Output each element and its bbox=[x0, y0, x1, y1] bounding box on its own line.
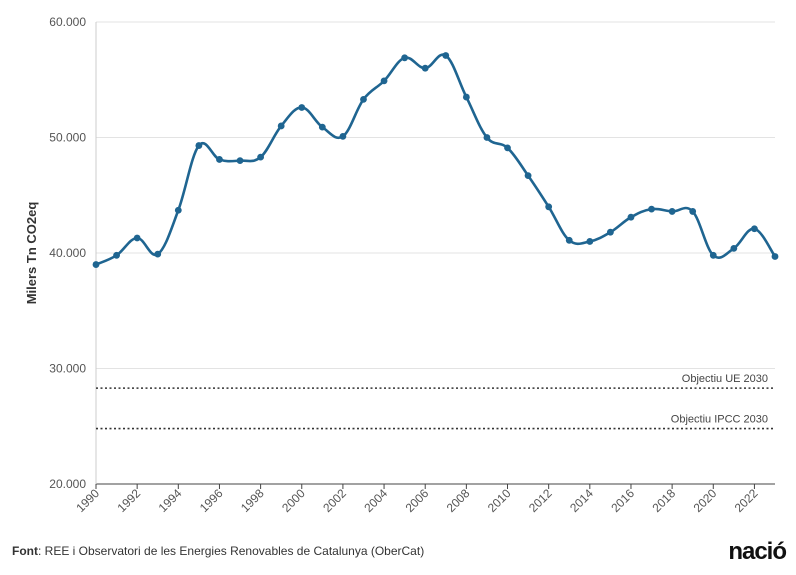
data-point bbox=[236, 157, 244, 165]
source-label: Font bbox=[12, 544, 38, 558]
data-point bbox=[277, 122, 285, 130]
x-tick-label: 2010 bbox=[485, 486, 514, 515]
x-tick-label: 2004 bbox=[361, 486, 390, 515]
grid-lines bbox=[96, 21, 775, 369]
data-point bbox=[730, 244, 738, 252]
x-tick-label: 1996 bbox=[197, 486, 226, 515]
x-tick-label: 2002 bbox=[320, 486, 349, 515]
y-tick-label: 30.000 bbox=[49, 362, 86, 376]
data-point bbox=[709, 251, 717, 259]
data-point bbox=[360, 95, 367, 103]
x-tick-label: 2022 bbox=[732, 486, 761, 515]
x-tick-label: 2012 bbox=[526, 486, 555, 515]
x-tick-label: 1992 bbox=[114, 486, 143, 515]
y-tick-labels: 20.000 30.000 40.000 50.000 60.000 bbox=[49, 15, 86, 491]
reference-line-label: Objectiu IPCC 2030 bbox=[671, 414, 768, 426]
data-point bbox=[442, 52, 450, 59]
data-point bbox=[668, 208, 676, 215]
reference-line-label: Objectiu UE 2030 bbox=[682, 373, 768, 385]
x-tick-label: 2014 bbox=[567, 486, 596, 515]
data-point bbox=[565, 236, 573, 244]
x-tick-label: 1994 bbox=[156, 486, 185, 515]
y-axis-title: Milers Tn CO2eq bbox=[24, 202, 39, 305]
data-point bbox=[545, 203, 553, 211]
reference-lines: Objectiu UE 2030 Objectiu IPCC 2030 bbox=[96, 373, 775, 430]
y-tick-label: 20.000 bbox=[49, 477, 86, 491]
data-point bbox=[216, 156, 223, 163]
data-point bbox=[483, 134, 491, 141]
x-tick-label: 2018 bbox=[649, 486, 678, 515]
x-tick-label: 2020 bbox=[691, 486, 720, 515]
data-point bbox=[298, 104, 306, 111]
data-point bbox=[318, 123, 326, 131]
data-point bbox=[257, 153, 265, 161]
data-point bbox=[524, 172, 532, 180]
data-point bbox=[606, 228, 614, 236]
data-point bbox=[751, 225, 758, 233]
data-point bbox=[401, 54, 409, 62]
data-point bbox=[339, 132, 347, 140]
data-point bbox=[462, 93, 470, 101]
data-point bbox=[689, 208, 697, 215]
data-point bbox=[380, 77, 388, 85]
x-tick-label: 2006 bbox=[403, 486, 432, 515]
brand-logo: nació bbox=[728, 538, 787, 565]
x-tick-label: 1998 bbox=[238, 486, 267, 515]
data-point bbox=[154, 250, 162, 258]
data-point bbox=[195, 142, 203, 149]
data-point bbox=[113, 251, 120, 259]
x-tick-label: 2016 bbox=[608, 486, 637, 515]
data-point bbox=[627, 213, 635, 221]
data-point bbox=[771, 253, 779, 260]
source-note: Font: REE i Observatori de les Energies … bbox=[12, 544, 424, 558]
x-tick-labels: 1990 1992 1994 1996 1998 2000 2002 2004 2006 2008… bbox=[73, 484, 761, 515]
data-point bbox=[421, 64, 429, 72]
data-point bbox=[504, 144, 511, 152]
y-tick-label: 50.000 bbox=[49, 131, 86, 145]
data-point bbox=[648, 205, 655, 213]
y-tick-label: 40.000 bbox=[49, 246, 86, 260]
series-layer bbox=[92, 52, 779, 268]
data-point bbox=[586, 238, 594, 245]
x-tick-label: 2008 bbox=[444, 486, 473, 515]
data-point bbox=[133, 234, 141, 242]
series-line bbox=[94, 53, 777, 266]
y-tick-label: 60.000 bbox=[49, 15, 86, 29]
data-point bbox=[174, 206, 182, 214]
x-tick-label: 2000 bbox=[279, 486, 308, 515]
source-text: : REE i Observatori de les Energies Reno… bbox=[38, 544, 425, 558]
data-point bbox=[92, 261, 100, 268]
